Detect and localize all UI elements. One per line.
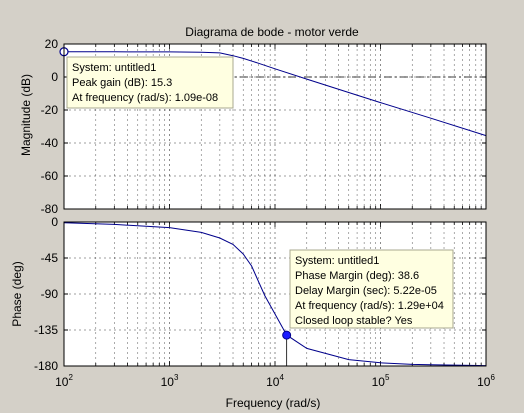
frequency-xtick-label: 105 [372,373,390,389]
phase-marker [282,330,292,340]
phase-datatip-box [289,249,454,329]
magnitude-datatip-line: System: untitled1 [72,62,156,74]
magnitude-ytick-label: -60 [41,169,59,183]
phase-datatip: System: untitled1 Phase Margin (deg): 38.… [289,249,454,329]
magnitude-panel: 20 0 -20 -40 -60 -80 System: untitled1 Peak gai… [41,37,487,216]
phase-ytick-label: 0 [51,215,58,229]
magnitude-datatip-line: At frequency (rad/s): 1.09e-08 [72,92,218,104]
phase-curve [63,222,487,367]
magnitude-ylabel: Magnitude (dB) [19,74,33,156]
magnitude-ytick-label: -40 [41,136,59,150]
frequency-xlabel: Frequency (rad/s) [226,396,321,410]
phase-datatip-line: Delay Margin (sec): 5.22e-05 [295,285,437,297]
frequency-xtick-label: 102 [55,373,73,389]
magnitude-ytick-label: -20 [41,103,59,117]
chart-title: Diagrama de bode - motor verde [185,25,359,39]
phase-datatip-line: Phase Margin (deg): 38.6 [295,270,419,282]
frequency-xtick-label: 103 [161,373,179,389]
magnitude-datatip-box [66,56,234,109]
magnitude-curve [64,51,487,137]
frequency-xtick-label: 106 [477,373,495,389]
phase-ytick-label: -180 [34,359,58,373]
magnitude-datatip: System: untitled1 Peak gain (dB): 15.3 At … [66,56,234,109]
phase-ytick-label: -45 [41,251,59,265]
phase-ytick-label: -90 [41,287,59,301]
phase-datatip-line: At frequency (rad/s): 1.29e+04 [295,300,444,312]
phase-frame [63,221,487,367]
phase-ytick-label: -135 [34,323,58,337]
magnitude-ytick-label: -80 [41,202,59,216]
phase-datatip-line: Closed loop stable? Yes [295,315,413,327]
magnitude-frame [63,43,487,210]
magnitude-ytick-label: 0 [51,70,58,84]
phase-ylabel: Phase (deg) [10,261,24,326]
frequency-xtick-label: 104 [266,373,284,389]
phase-datatip-line: System: untitled1 [295,255,379,267]
magnitude-ytick-label: 20 [45,37,59,51]
magnitude-datatip-line: Peak gain (dB): 15.3 [72,77,172,89]
